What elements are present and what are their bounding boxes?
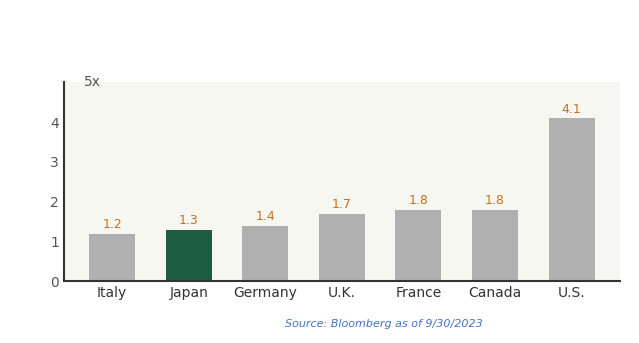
Bar [89,234,135,281]
Text: 4.1: 4.1 [562,103,581,116]
Text: Japan: Lowest P/B Among G7 Countries: Japan: Lowest P/B Among G7 Countries [105,25,534,44]
Text: 1.8: 1.8 [485,194,505,207]
Text: 1.4: 1.4 [256,210,275,223]
Text: 1.8: 1.8 [408,194,428,207]
Bar [472,210,518,281]
Bar [242,226,288,281]
Text: 1.3: 1.3 [179,214,199,227]
Bar [319,214,365,281]
Text: 1.7: 1.7 [332,198,352,211]
Bar [549,118,594,281]
Text: 5x: 5x [84,75,101,89]
Text: Source: Bloomberg as of 9/30/2023: Source: Bloomberg as of 9/30/2023 [284,319,482,329]
Bar [396,210,442,281]
Bar [166,229,212,281]
Text: 1.2: 1.2 [102,218,122,231]
